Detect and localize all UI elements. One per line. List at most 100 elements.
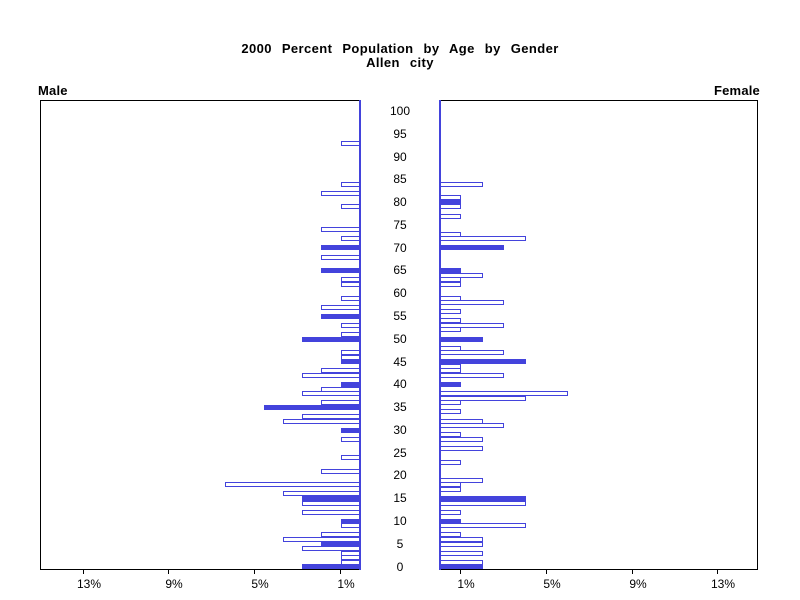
- female-bar-age-65: [440, 268, 461, 273]
- female-bar-age-53: [440, 323, 504, 328]
- male-bar-age-16: [283, 491, 360, 496]
- male-pct-tick-label-9: 9%: [165, 577, 183, 591]
- male-bar-age-32: [283, 419, 360, 424]
- male-pct-tick-label-1: 1%: [337, 577, 355, 591]
- male-bar-age-10: [341, 519, 360, 524]
- female-bar-age-64: [440, 273, 483, 278]
- female-pct-tick-1: [460, 570, 461, 574]
- male-bar-age-39: [321, 387, 360, 392]
- female-bar-age-59: [440, 296, 461, 301]
- male-bar-age-15: [302, 496, 360, 501]
- female-bar-age-77: [440, 214, 461, 219]
- male-bar-age-51: [341, 332, 360, 337]
- female-bar-age-26: [440, 446, 483, 451]
- female-bar-age-6: [440, 537, 483, 542]
- female-bar-age-29: [440, 432, 461, 437]
- age-tick-label-70: 70: [393, 241, 407, 255]
- female-bar-age-5: [440, 542, 483, 547]
- age-tick-label-55: 55: [393, 309, 407, 323]
- female-bar-age-47: [440, 350, 504, 355]
- female-bar-age-19: [440, 478, 483, 483]
- male-bar-age-74: [321, 227, 360, 232]
- age-tick-label-20: 20: [393, 468, 407, 482]
- female-pct-tick-label-1: 1%: [457, 577, 475, 591]
- male-bar-age-62: [341, 282, 360, 287]
- male-bar-age-43: [321, 368, 360, 373]
- male-pct-tick-label-13: 13%: [76, 577, 102, 591]
- age-tick-label-50: 50: [393, 332, 407, 346]
- male-pct-tick-5: [254, 570, 255, 574]
- male-bar-age-30: [341, 428, 360, 433]
- female-bar-age-56: [440, 309, 461, 314]
- age-tick-label-75: 75: [393, 218, 407, 232]
- chart-title: 2000 Percent Population by Age by Gender: [241, 41, 559, 56]
- female-zero-baseline: [439, 100, 441, 570]
- age-tick-label-85: 85: [393, 172, 407, 186]
- age-tick-label-15: 15: [393, 491, 407, 505]
- female-bar-age-17: [440, 487, 461, 492]
- age-tick-label-0: 0: [396, 560, 404, 574]
- female-bar-age-7: [440, 532, 461, 537]
- age-tick-label-40: 40: [393, 377, 407, 391]
- male-pct-tick-9: [168, 570, 169, 574]
- female-bar-age-70: [440, 245, 504, 250]
- male-pct-tick-1: [340, 570, 341, 574]
- female-axis-label: Female: [713, 83, 760, 98]
- female-bar-age-48: [440, 346, 461, 351]
- female-bar-age-34: [440, 409, 461, 414]
- male-bar-age-72: [341, 236, 360, 241]
- female-bar-age-9: [440, 523, 526, 528]
- female-bar-age-32: [440, 419, 483, 424]
- female-bar-age-3: [440, 551, 483, 556]
- age-tick-label-90: 90: [393, 150, 407, 164]
- age-tick-label-45: 45: [393, 355, 407, 369]
- male-bar-age-6: [283, 537, 360, 542]
- female-bar-age-72: [440, 236, 526, 241]
- male-bar-age-40: [341, 382, 360, 387]
- male-axis-label: Male: [38, 83, 68, 98]
- female-pct-tick-label-13: 13%: [710, 577, 736, 591]
- male-bar-age-42: [302, 373, 360, 378]
- age-tick-label-5: 5: [396, 537, 404, 551]
- male-bar-age-28: [341, 437, 360, 442]
- male-bar-age-14: [302, 501, 360, 506]
- female-bar-age-45: [440, 359, 526, 364]
- male-bar-age-47: [341, 350, 360, 355]
- male-zero-baseline: [359, 100, 361, 570]
- female-pct-tick-label-5: 5%: [543, 577, 561, 591]
- male-bar-age-53: [341, 323, 360, 328]
- male-bar-age-93: [341, 141, 360, 146]
- male-bar-age-33: [302, 414, 360, 419]
- male-bar-age-63: [341, 277, 360, 282]
- age-tick-label-60: 60: [393, 286, 407, 300]
- male-bar-age-68: [321, 255, 360, 260]
- female-bar-age-23: [440, 460, 461, 465]
- chart-subtitle: Allen city: [366, 55, 434, 70]
- male-bar-age-3: [341, 551, 360, 556]
- female-bar-age-28: [440, 437, 483, 442]
- male-bar-age-1: [341, 560, 360, 565]
- age-tick-label-100: 100: [389, 104, 411, 118]
- male-pct-tick-label-5: 5%: [251, 577, 269, 591]
- male-bar-age-21: [321, 469, 360, 474]
- age-tick-label-25: 25: [393, 446, 407, 460]
- female-bar-age-15: [440, 496, 526, 501]
- male-bar-age-5: [321, 542, 360, 547]
- male-bar-age-36: [321, 400, 360, 405]
- male-bar-age-70: [321, 245, 360, 250]
- female-bar-age-40: [440, 382, 461, 387]
- age-tick-label-30: 30: [393, 423, 407, 437]
- female-pct-tick-label-9: 9%: [629, 577, 647, 591]
- male-bar-age-46: [341, 355, 360, 360]
- female-bar-age-81: [440, 195, 461, 200]
- male-bar-age-84: [341, 182, 360, 187]
- female-pct-tick-13: [717, 570, 718, 574]
- female-bar-age-54: [440, 318, 461, 323]
- female-bar-age-73: [440, 232, 461, 237]
- male-bar-age-57: [321, 305, 360, 310]
- female-bar-age-12: [440, 510, 461, 515]
- male-bar-age-0: [302, 564, 360, 569]
- male-bar-age-35: [264, 405, 360, 410]
- male-pct-tick-13: [83, 570, 84, 574]
